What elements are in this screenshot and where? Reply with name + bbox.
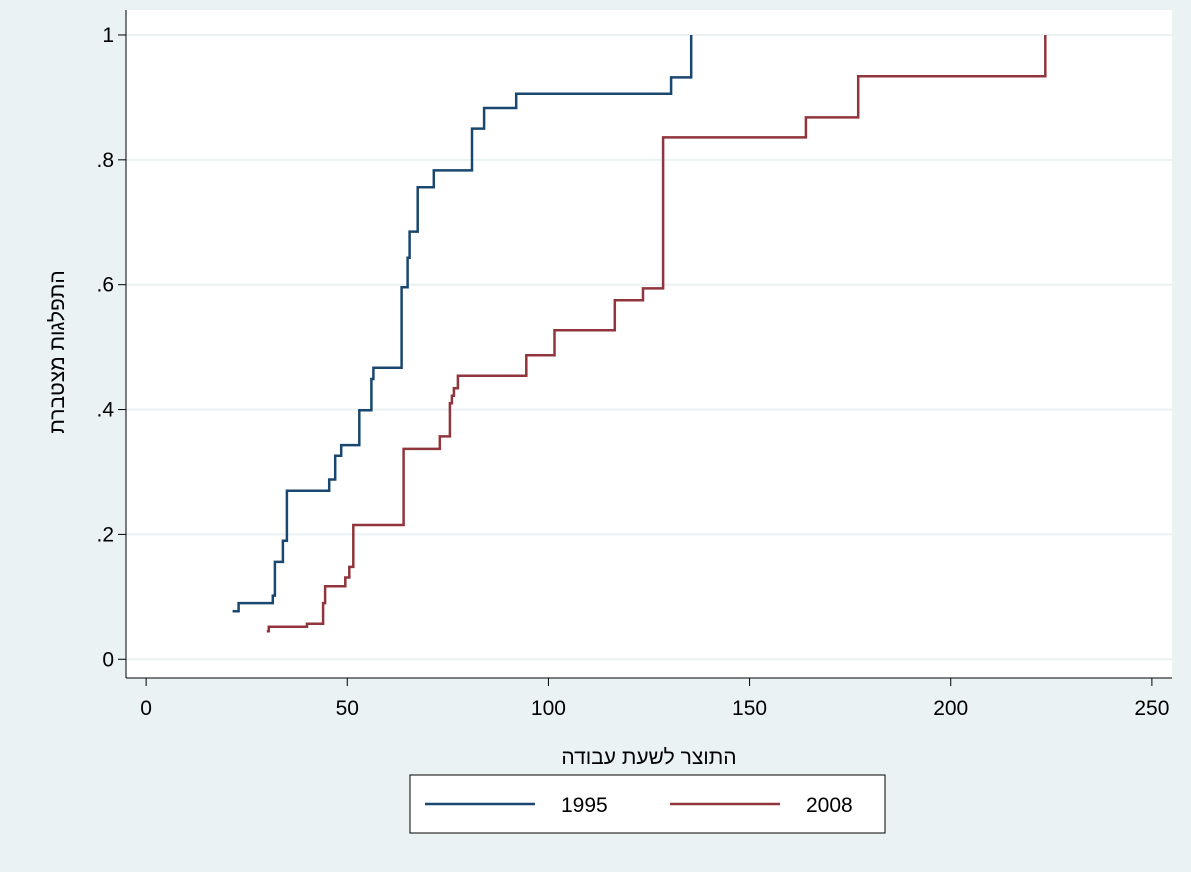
- legend-label-1995: 1995: [561, 794, 608, 817]
- x-tick-label-3: 150: [732, 697, 767, 720]
- y-tick-label-5: 1: [102, 24, 114, 47]
- series-line-1995: [232, 35, 693, 613]
- y-tick-label-2: .4: [96, 399, 114, 422]
- axes: [125, 10, 1172, 679]
- x-tick-label-1: 50: [336, 697, 359, 720]
- legend-label-2008: 2008: [806, 794, 853, 817]
- plot-area: [126, 10, 1172, 678]
- y-axis-title: התפלגות מצטברת: [46, 270, 69, 433]
- axis-ticks: 0 .2 .4 .6 .8 1 0 50 100 150 200 250: [96, 24, 1169, 720]
- x-tick-label-4: 200: [933, 697, 968, 720]
- grid-lines: [126, 33, 1172, 661]
- x-axis-title: התוצר לשעת עבודה: [561, 746, 736, 769]
- y-tick-label-0: 0: [102, 648, 114, 671]
- x-tick-label-0: 0: [140, 697, 152, 720]
- series-line-2008: [266, 35, 1047, 633]
- y-tick-label-4: .8: [96, 149, 114, 172]
- x-tick-label-5: 250: [1134, 697, 1169, 720]
- x-tick-label-2: 100: [531, 697, 566, 720]
- y-tick-label-1: .2: [96, 523, 114, 546]
- y-tick-label-3: .6: [96, 274, 114, 297]
- series-lines: [232, 35, 1047, 633]
- legend: 1995 2008: [409, 774, 886, 834]
